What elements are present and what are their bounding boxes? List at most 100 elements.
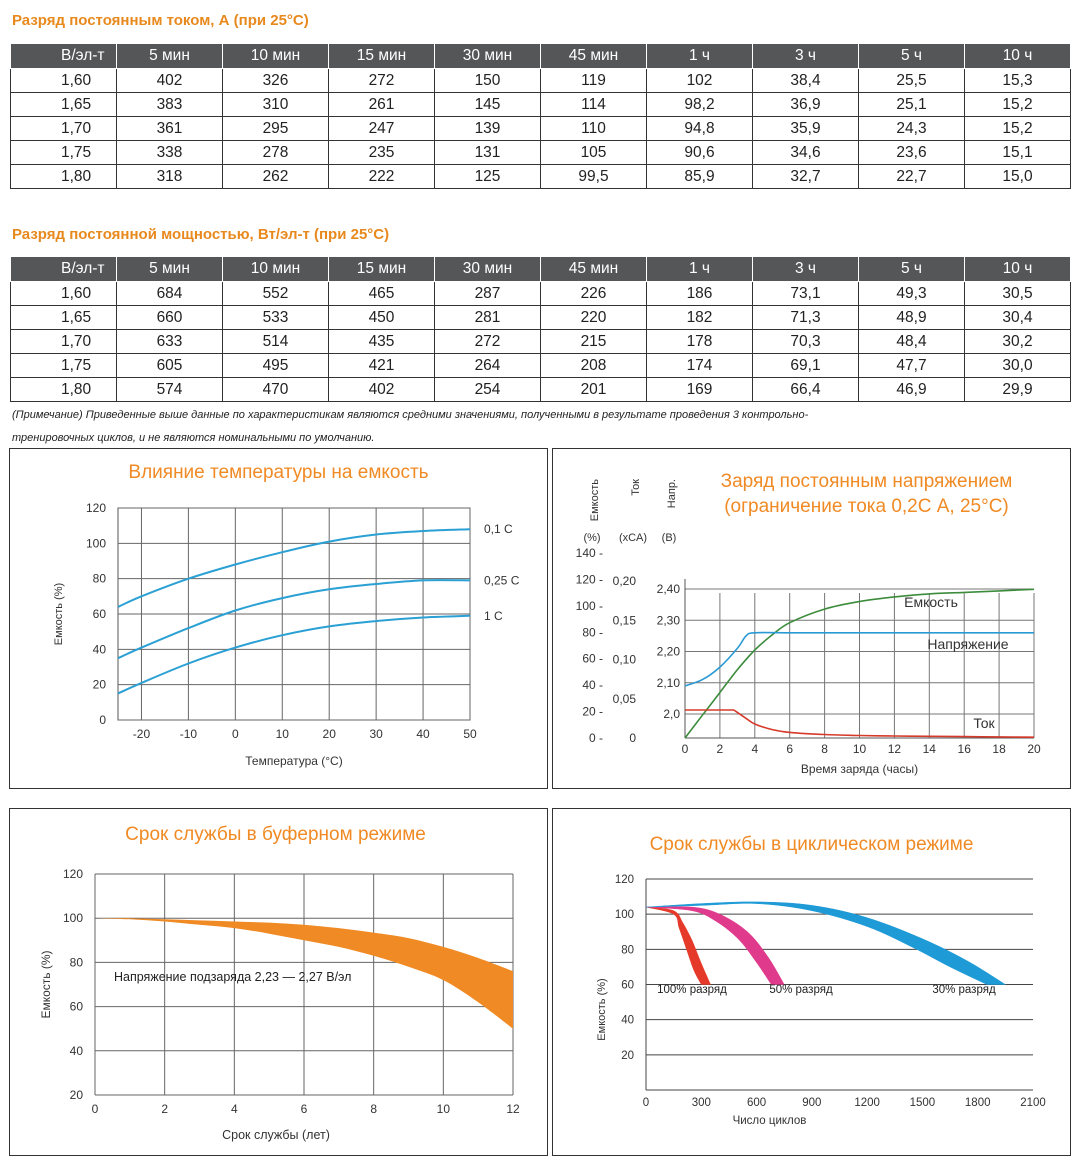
column-header: 5 мин [116,43,223,69]
table-cell: 105 [540,140,647,165]
table-cell: 1,60 [10,68,117,93]
table-cell: 574 [116,377,223,402]
y-tick-label: 120 [615,874,634,886]
table-cell: 633 [116,329,223,354]
x-tick-label: 0 [232,727,239,741]
y-tick-label: 40 [621,1015,634,1027]
chart-title: Влияние температуры на емкость [128,462,429,483]
series-label: 0,25 C [484,573,520,587]
table-cell: 69,1 [752,353,859,378]
table-cell: 32,7 [752,164,859,189]
table-cell: 47,7 [858,353,965,378]
column-header: 10 ч [964,43,1071,69]
table-cell: 15,1 [964,140,1071,165]
table-cell: 402 [116,68,223,93]
table-cell: 169 [646,377,753,402]
x-tick-label: 0 [682,742,689,756]
table-cell: 46,9 [858,377,965,402]
column-header: 3 ч [752,256,859,282]
capacity-tick-label: 40 - [582,678,603,692]
table-cell: 1,75 [10,140,117,165]
float-life-plot: 20 40 60 80 100 120 0 2 4 6 8 10 12 Напряжение подзар… [39,867,520,1142]
x-tick-label: 2100 [1020,1097,1046,1109]
table-cell: 125 [434,164,541,189]
column-header: 15 мин [328,256,435,282]
table-cell: 24,3 [858,116,965,141]
table-cell: 30,5 [964,281,1071,306]
table-row: 1,65 660 533 450 281 220 182 71,3 48,9 30,4 [10,305,1071,330]
y-tick-label: 60 [70,1000,84,1014]
column-header: В/эл-т [10,43,117,69]
series-label: 30% разряд [932,984,996,996]
column-header: 15 мин [328,43,435,69]
series-label: 0,1 C [484,522,513,536]
table-cell: 1,60 [10,281,117,306]
chart-title-line-2: (ограничение тока 0,2C А, 25°C) [724,496,1009,517]
table-cell: 49,3 [858,281,965,306]
column-header: 1 ч [646,256,753,282]
x-tick-label: 12 [888,742,902,756]
y-tick-label: 100 [615,909,634,921]
table-cell: 30,4 [964,305,1071,330]
table-cell: 1,70 [10,116,117,141]
table-cell: 23,6 [858,140,965,165]
cycle-band [645,901,1007,985]
x-tick-label: 1200 [854,1097,880,1109]
table-row: 1,75 605 495 421 264 208 174 69,1 47,7 30,0 [10,353,1071,378]
table-cell: 1,70 [10,329,117,354]
y-tick-label: 100 [63,911,83,925]
table-cell: 272 [434,329,541,354]
series-label-capacity: Емкость [904,594,958,610]
x-tick-label: 18 [992,742,1006,756]
y-tick-label: 60 [93,607,107,621]
x-tick-label: 16 [958,742,972,756]
column-header: 10 ч [964,256,1071,282]
current-tick-label: 0,05 [613,692,637,706]
table-cell: 533 [222,305,329,330]
column-header: 45 мин [540,256,647,282]
table-cell: 90,6 [646,140,753,165]
table-cell: 25,5 [858,68,965,93]
x-tick-label: 10 [276,727,290,741]
table-cell: 338 [116,140,223,165]
x-tick-label: 6 [786,742,793,756]
x-tick-label: 0 [643,1097,649,1109]
x-tick-label: 900 [802,1097,821,1109]
x-tick-label: 10 [437,1102,451,1116]
table-cell: 660 [116,305,223,330]
x-tick-label: 8 [821,742,828,756]
table-cell: 182 [646,305,753,330]
column-header: 30 мин [434,256,541,282]
table-cell: 261 [328,92,435,117]
charge-chart-plot: 0 2 4 6 8 10 12 14 16 18 20 2,0 2,10 2,20 2,30 2,40 0 - 2… [576,479,1041,776]
x-axis-title: Число циклов [733,1115,807,1127]
y-tick-label: 80 [621,944,634,956]
table-cell: 383 [116,92,223,117]
table-cell: 514 [222,329,329,354]
x-axis-title: Температура (°C) [245,754,342,768]
table-cell: 66,4 [752,377,859,402]
table-cell: 684 [116,281,223,306]
y-tick-label: 120 [86,501,106,515]
table-cell: 35,9 [752,116,859,141]
table-cell: 1,75 [10,353,117,378]
table-cell: 220 [540,305,647,330]
table-cell: 178 [646,329,753,354]
table-cell: 470 [222,377,329,402]
table-cell: 222 [328,164,435,189]
x-tick-label: 1800 [965,1097,991,1109]
y-tick-label: 20 [70,1088,84,1102]
chart-title: Срок службы в циклическом режиме [649,834,974,855]
table-cell: 73,1 [752,281,859,306]
series-label: 100% разряд [657,984,727,996]
x-tick-label: 14 [923,742,937,756]
column-header: В/эл-т [10,256,117,282]
table-cell: 465 [328,281,435,306]
series-line [117,579,471,660]
x-tick-label: -10 [180,727,198,741]
table-cell: 264 [434,353,541,378]
y-tick-label: 120 [63,867,83,881]
